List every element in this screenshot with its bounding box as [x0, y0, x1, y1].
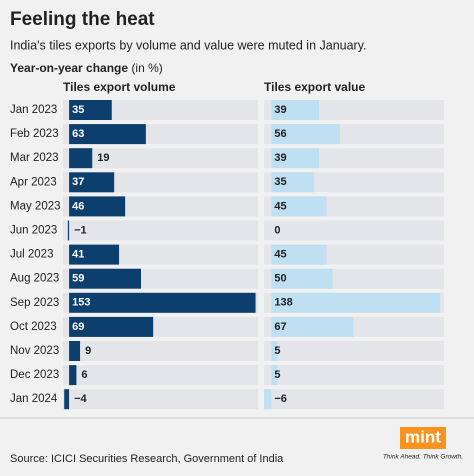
bar — [271, 292, 441, 313]
category-label: Feb 2023 — [10, 128, 59, 140]
bar — [69, 196, 126, 217]
bar — [69, 124, 146, 145]
bar — [69, 244, 120, 265]
axis-label-text: Year-on-year change — [10, 61, 128, 75]
value-label: 9 — [85, 345, 91, 357]
bar — [271, 172, 315, 193]
bar — [69, 268, 141, 289]
value-label: 41 — [72, 249, 84, 261]
bar — [271, 196, 327, 217]
row-background — [63, 220, 258, 241]
axis-unit: (in %) — [131, 61, 162, 75]
tagline: Think Ahead. Think Growth. — [383, 454, 464, 461]
category-label: Jun 2023 — [10, 225, 57, 237]
bar — [64, 389, 70, 410]
chart-title: Feeling the heat — [10, 9, 155, 30]
value-label: 50 — [274, 273, 286, 285]
bar — [264, 389, 272, 410]
value-label: 59 — [72, 273, 84, 285]
bar — [271, 124, 340, 145]
value-label: 35 — [274, 176, 286, 188]
value-label: 35 — [72, 104, 84, 116]
value-label: 45 — [274, 249, 286, 261]
value-label: 5 — [274, 345, 280, 357]
category-label: Jan 2023 — [10, 104, 57, 116]
logo-box — [400, 427, 446, 449]
category-label: Jan 2024 — [10, 393, 58, 405]
category-label: Dec 2023 — [10, 369, 59, 381]
row-background — [63, 389, 258, 410]
bar — [271, 100, 320, 120]
value-label: 56 — [274, 128, 286, 140]
bar — [271, 268, 333, 289]
bar — [69, 292, 256, 313]
value-label: 37 — [72, 176, 84, 188]
source: Source: ICICI Securities Research, Gover… — [10, 453, 284, 465]
bar — [271, 365, 278, 386]
value-label: 67 — [274, 321, 286, 333]
bar — [69, 365, 77, 386]
value-label: 39 — [274, 152, 286, 164]
row-background — [264, 220, 444, 241]
bar — [69, 100, 112, 120]
bar — [271, 148, 320, 169]
value-label: 45 — [274, 200, 286, 212]
panel-title: Tiles export value — [264, 80, 365, 94]
axis-label: Year-on-year change (in %) — [10, 61, 163, 75]
value-label: 39 — [274, 104, 286, 116]
row-background — [63, 341, 258, 361]
value-label: 0 — [274, 224, 280, 236]
logo: mint — [405, 427, 441, 446]
panel-title: Tiles export volume — [63, 80, 176, 94]
category-label: Sep 2023 — [10, 297, 59, 309]
category-label: Aug 2023 — [10, 273, 59, 285]
value-label: −4 — [74, 393, 87, 405]
bar — [271, 244, 327, 265]
row-background — [264, 389, 444, 410]
category-label: Nov 2023 — [10, 345, 59, 357]
bar — [69, 172, 115, 193]
value-label: 153 — [72, 297, 90, 309]
category-label: Mar 2023 — [10, 152, 59, 164]
row-background — [63, 365, 258, 386]
bar — [271, 316, 354, 337]
value-label: 19 — [97, 152, 109, 164]
bar — [271, 341, 278, 361]
value-label: −1 — [74, 224, 87, 236]
value-label: 69 — [72, 321, 84, 333]
row-background — [264, 365, 444, 386]
value-label: 5 — [274, 369, 280, 381]
value-label: −6 — [274, 393, 287, 405]
chart-subtitle: India's tiles exports by volume and valu… — [10, 38, 367, 52]
category-label: Apr 2023 — [10, 176, 57, 188]
value-label: 63 — [72, 128, 84, 140]
row-background — [264, 341, 444, 361]
row-background — [63, 148, 258, 169]
category-label: Oct 2023 — [10, 321, 57, 333]
bar — [69, 148, 93, 169]
category-label: May 2023 — [10, 200, 61, 212]
bar — [69, 316, 154, 337]
value-label: 138 — [274, 297, 292, 309]
category-label: Jul 2023 — [10, 249, 53, 261]
bar — [67, 220, 70, 241]
bar — [69, 341, 81, 361]
value-label: 46 — [72, 200, 84, 212]
value-label: 6 — [81, 369, 87, 381]
